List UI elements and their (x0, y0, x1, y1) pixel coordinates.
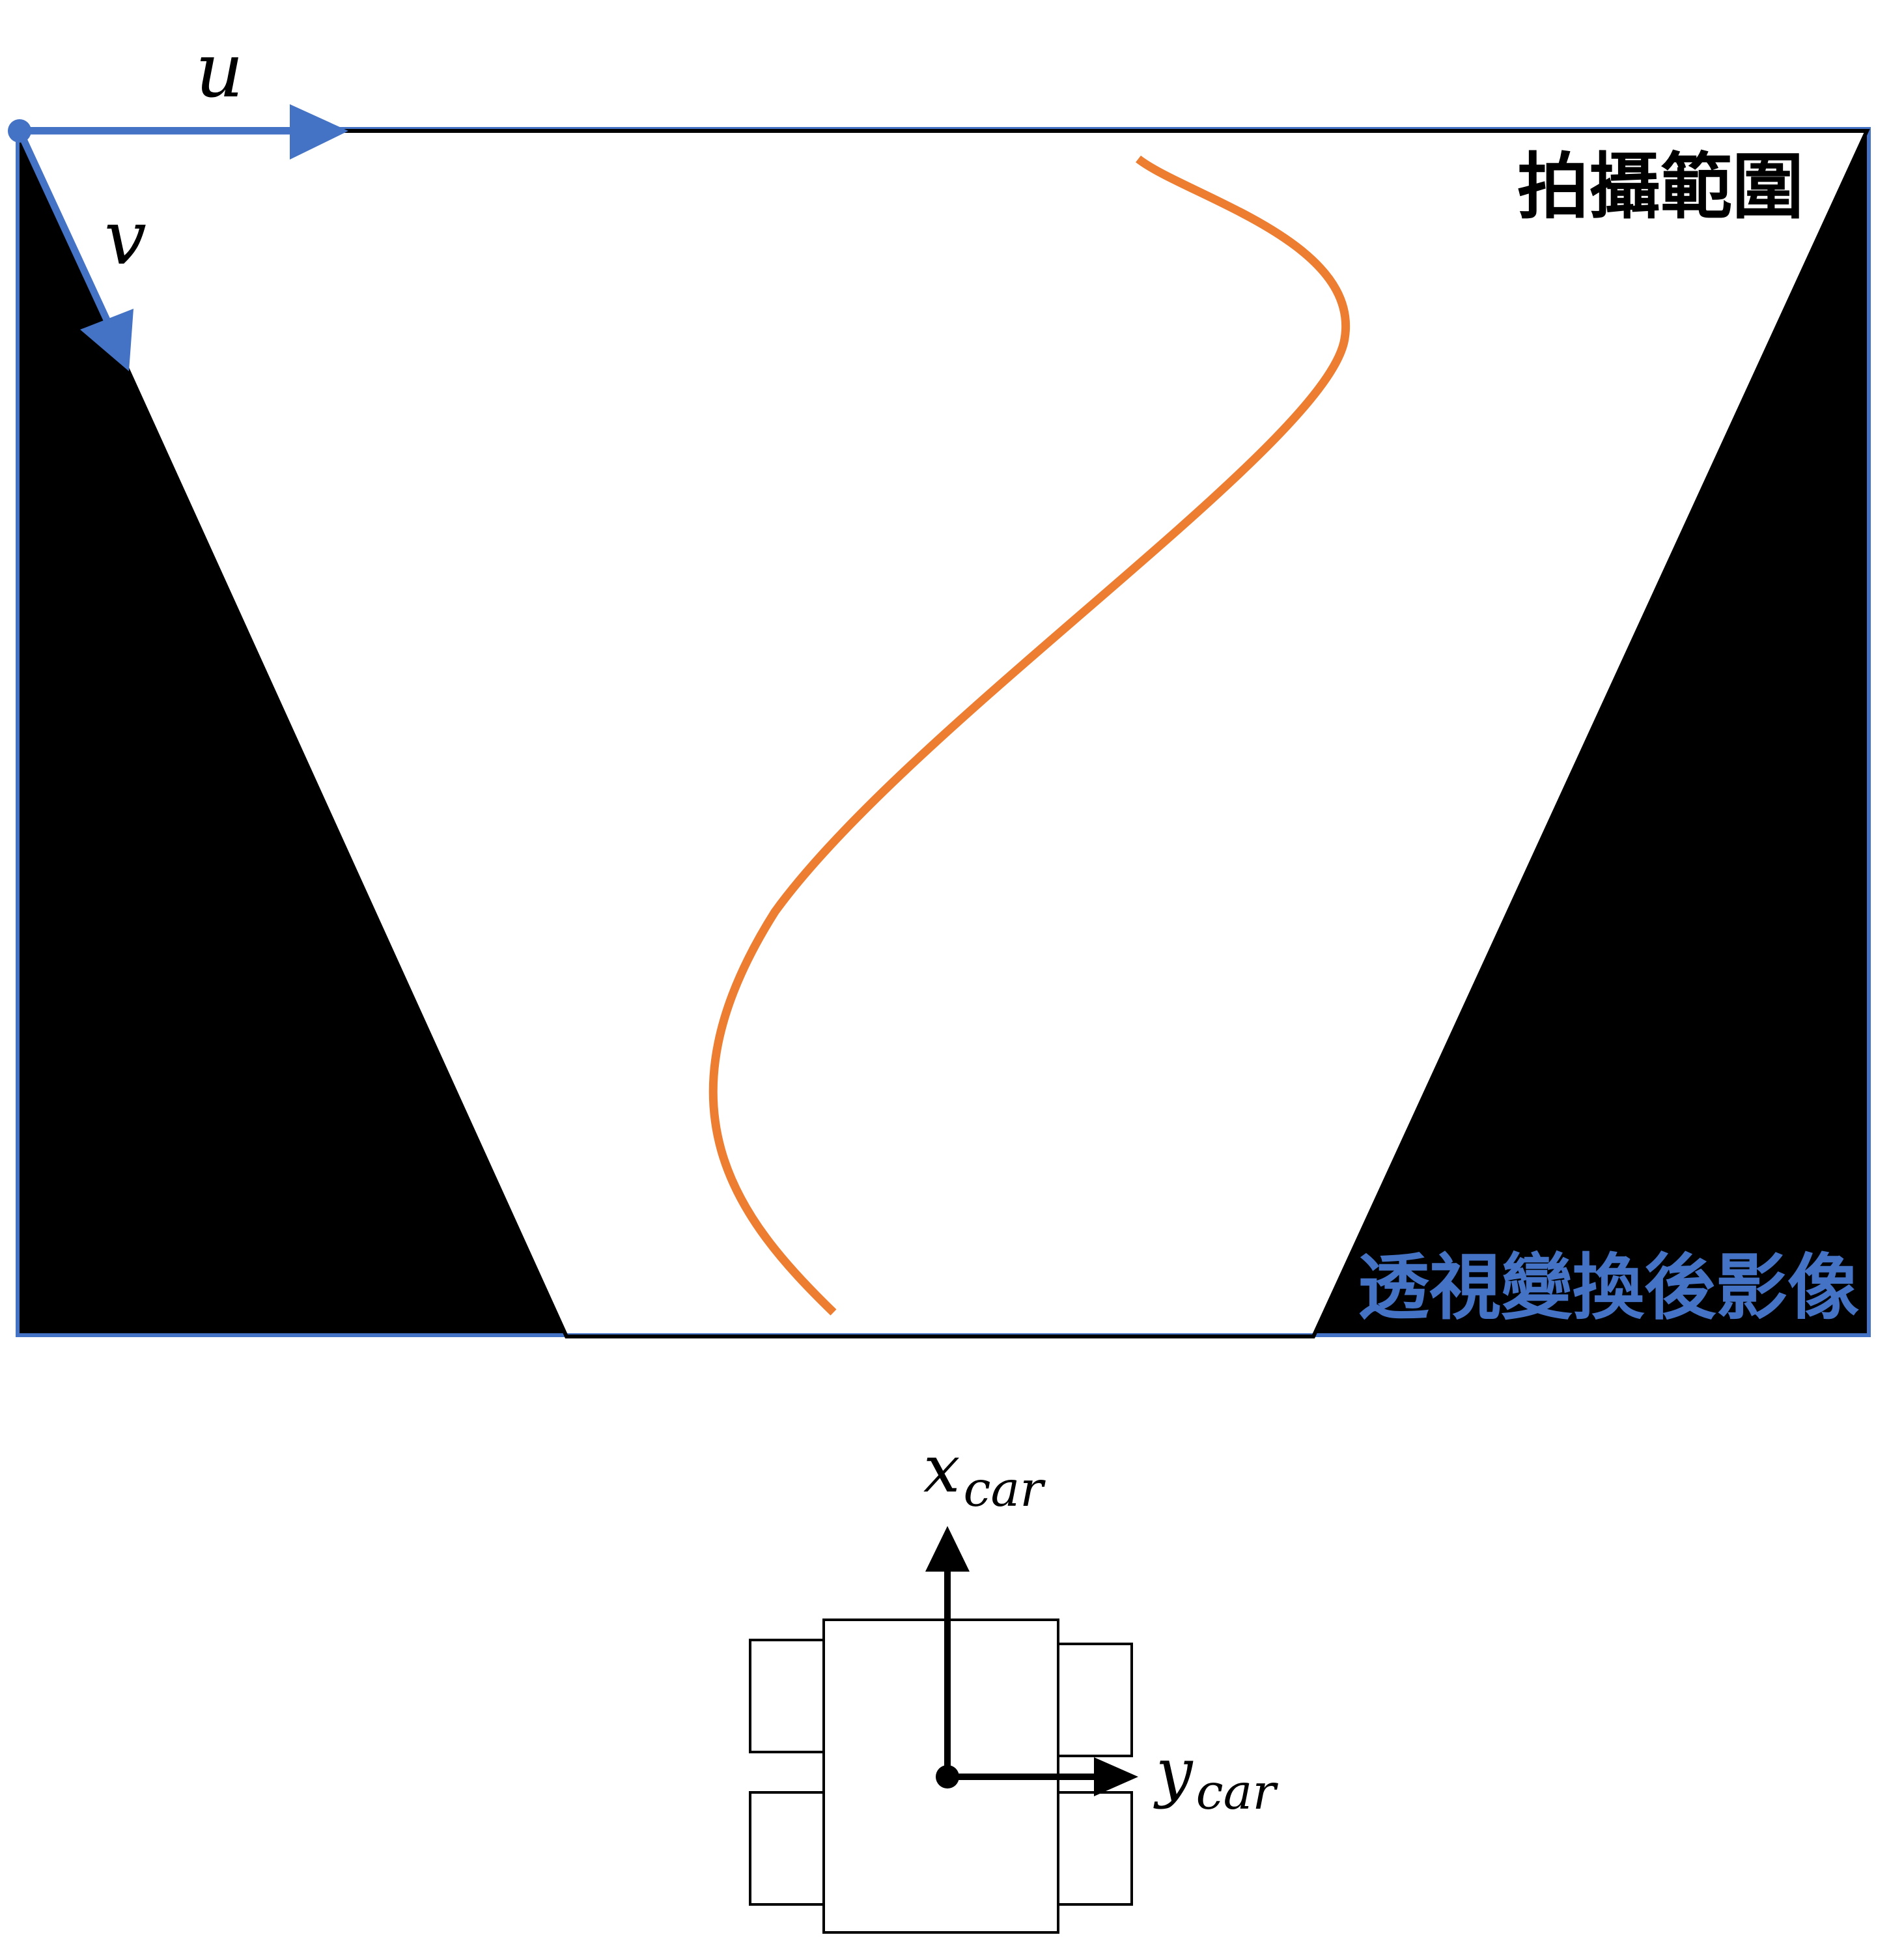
v-axis-line (16, 129, 114, 330)
wheel-rear-right (1057, 1791, 1133, 1906)
x-car-label: x car (923, 1431, 1046, 1518)
y-car-label-sub: car (1196, 1763, 1279, 1820)
wheel-rear-left (749, 1791, 825, 1906)
y-car-label: y car (1153, 1734, 1278, 1820)
u-label: u (195, 27, 244, 115)
capture-range-trapezoid (16, 129, 1870, 1338)
x-car-axis-arrowhead (925, 1526, 970, 1572)
wheel-front-right (1057, 1643, 1133, 1757)
capture-range-label: 拍攝範圍 (1517, 145, 1804, 229)
wheel-front-left (749, 1639, 825, 1753)
v-label: v (104, 195, 147, 282)
x-car-label-sub: car (964, 1460, 1046, 1518)
y-car-label-main: y (1153, 1734, 1194, 1810)
v-axis-arrowhead (80, 309, 133, 371)
car-origin-dot (936, 1765, 959, 1789)
transformed-image-label: 透視變換後影像 (1358, 1245, 1859, 1329)
x-car-label-main: x (923, 1431, 960, 1507)
y-car-axis-arrowhead (1094, 1757, 1138, 1796)
u-axis-arrowhead (290, 104, 348, 160)
lane-line (708, 155, 1351, 1316)
